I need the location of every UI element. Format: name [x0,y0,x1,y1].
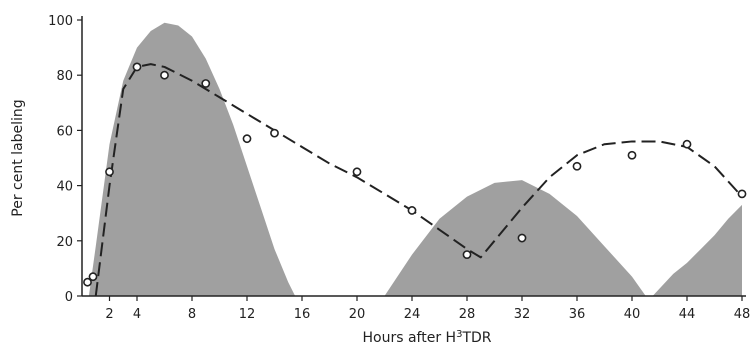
y-tick-label: 80 [56,69,73,84]
y-tick-label: 60 [56,124,73,139]
x-tick-label: 2 [105,307,113,322]
data-point [160,70,169,80]
data-point [407,206,417,215]
data-point [737,189,747,199]
data-point [132,62,142,72]
x-tick-label: 8 [188,307,196,322]
data-point [572,161,582,171]
data-point [627,150,637,160]
x-tick-label: 40 [624,307,641,322]
shaded-area-2 [384,180,646,296]
data-point [201,79,211,88]
shaded-area-3 [652,204,742,296]
y-axis-title: Per cent labeling [10,99,26,216]
x-tick-label: 24 [404,307,421,322]
y-ticks: 0 20 40 60 80 100 [48,14,82,305]
data-point [83,277,92,287]
dashed-curve [94,63,743,297]
x-tick-label: 48 [734,307,750,322]
x-tick-label: 32 [514,307,531,322]
data-points [83,62,747,287]
data-point [88,272,98,282]
x-axis-title: Hours after H3TDR [362,329,491,347]
data-point [270,128,279,138]
x-ticks: 2 4 8 12 16 20 24 28 32 36 40 44 48 [105,296,750,322]
x-tick-label: 16 [294,307,311,322]
data-point [517,233,527,243]
x-tick-label: 28 [459,307,476,322]
shaded-area-1 [88,22,296,296]
shaded-areas [88,22,742,296]
y-tick-label: 20 [56,235,73,250]
y-tick-label: 0 [65,290,73,305]
x-tick-label: 4 [133,307,141,322]
x-tick-label: 20 [349,307,366,322]
x-tick-label: 36 [569,307,586,322]
y-tick-label: 100 [48,14,73,29]
data-point [352,167,362,177]
x-tick-label: 12 [239,307,256,322]
data-point [105,167,114,177]
dashed-curve-group [94,63,743,297]
data-point [682,139,692,149]
x-tick-label: 44 [679,307,696,322]
y-tick-label: 40 [56,180,73,195]
data-point [242,134,252,144]
data-point [462,250,472,259]
